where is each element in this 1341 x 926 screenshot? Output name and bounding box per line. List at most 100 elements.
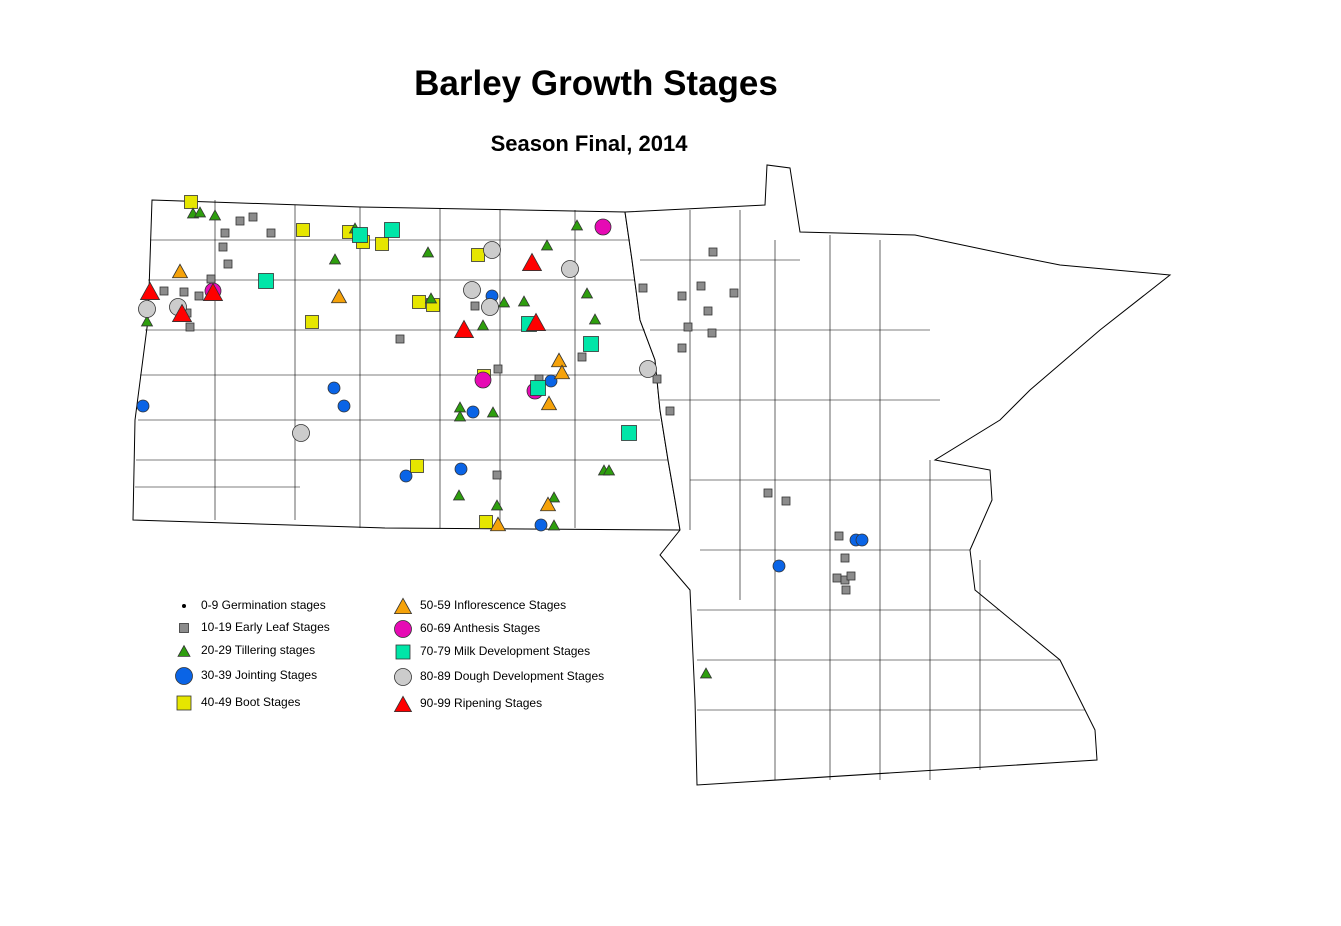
early-leaf-marker [220, 228, 230, 238]
tillering-marker [602, 464, 616, 476]
tillering-marker [476, 319, 490, 331]
ripening-marker [171, 303, 193, 322]
early-leaf-marker [677, 291, 687, 301]
ripening-marker [139, 281, 161, 300]
county-lines [135, 200, 1085, 780]
tillering-marker [699, 667, 713, 679]
early-leaf-marker [707, 328, 717, 338]
early-leaf-marker [665, 406, 675, 416]
early-leaf-marker [223, 259, 233, 269]
legend-jointing-symbol [175, 667, 193, 685]
inflorescence-marker [540, 395, 558, 411]
legend-germination-symbol [182, 604, 186, 608]
jointing-marker [855, 533, 869, 547]
jointing-marker [136, 399, 150, 413]
dough-marker [639, 360, 657, 378]
legend-label-dough: 80-89 Dough Development Stages [420, 669, 605, 683]
tillering-marker [421, 246, 435, 258]
ripening-marker [202, 282, 224, 301]
legend-symbols [175, 597, 413, 713]
tillering-marker [140, 315, 154, 327]
dough-marker [463, 281, 481, 299]
early-leaf-marker [218, 242, 228, 252]
early-leaf-marker [729, 288, 739, 298]
ripening-marker [453, 319, 475, 338]
early-leaf-marker [683, 322, 693, 332]
dough-marker [138, 300, 156, 318]
early-leaf-marker [846, 571, 856, 581]
tillering-marker [453, 410, 467, 422]
dough-marker [483, 241, 501, 259]
legend-label-early-leaf: 10-19 Early Leaf Stages [201, 620, 330, 634]
milk-marker [384, 222, 400, 238]
legend-inflorescence-symbol [393, 597, 413, 615]
early-leaf-marker [708, 247, 718, 257]
legend-milk-symbol [395, 644, 411, 660]
early-leaf-marker [834, 531, 844, 541]
boot-marker [412, 295, 426, 309]
legend-label-tillering: 20-29 Tillering stages [201, 643, 316, 657]
inflorescence-marker [539, 496, 557, 512]
early-leaf-marker [841, 585, 851, 595]
early-leaf-marker [832, 573, 842, 583]
milk-marker [258, 273, 274, 289]
ripening-marker [521, 252, 543, 271]
anthesis-marker [594, 218, 612, 236]
map-title: Barley Growth Stages [414, 64, 778, 103]
early-leaf-marker [763, 488, 773, 498]
legend-label-boot: 40-49 Boot Stages [201, 695, 301, 709]
early-leaf-marker [652, 374, 662, 384]
boot-marker [296, 223, 310, 237]
inflorescence-marker [489, 516, 507, 532]
milk-marker [583, 336, 599, 352]
jointing-marker [466, 405, 480, 419]
tillering-marker [486, 406, 500, 418]
jointing-marker [534, 518, 548, 532]
early-leaf-marker [206, 274, 216, 284]
map-subtitle: Season Final, 2014 [490, 131, 688, 156]
inflorescence-marker [330, 288, 348, 304]
early-leaf-marker [840, 553, 850, 563]
tillering-marker [424, 292, 438, 304]
anthesis-marker [474, 371, 492, 389]
early-leaf-marker [266, 228, 276, 238]
early-leaf-marker [185, 322, 195, 332]
legend-label-jointing: 30-39 Jointing Stages [201, 668, 318, 682]
early-leaf-marker [159, 286, 169, 296]
inflorescence-marker [550, 352, 568, 368]
legend-ripening-symbol [393, 695, 413, 713]
jointing-marker [772, 559, 786, 573]
boot-marker [410, 459, 424, 473]
tillering-marker [580, 287, 594, 299]
jointing-marker [399, 469, 413, 483]
legend-label-milk: 70-79 Milk Development Stages [420, 644, 591, 658]
early-leaf-marker [696, 281, 706, 291]
boot-marker [471, 248, 485, 262]
legend-anthesis-symbol [394, 620, 412, 638]
dough-marker [292, 424, 310, 442]
dough-marker [481, 298, 499, 316]
early-leaf-marker [179, 287, 189, 297]
tillering-marker [490, 499, 504, 511]
early-leaf-marker [493, 364, 503, 374]
tillering-marker [588, 313, 602, 325]
tillering-marker [547, 519, 561, 531]
legend-dough-symbol [394, 668, 412, 686]
jointing-marker [327, 381, 341, 395]
tillering-marker [328, 253, 342, 265]
early-leaf-marker [781, 496, 791, 506]
milk-marker [352, 227, 368, 243]
tillering-marker [452, 489, 466, 501]
boot-marker [479, 515, 493, 529]
boot-marker [305, 315, 319, 329]
early-leaf-marker [638, 283, 648, 293]
minnesota-outline [624, 164, 1172, 786]
tillering-marker [193, 206, 207, 218]
tillering-marker [570, 219, 584, 231]
jointing-marker [454, 462, 468, 476]
legend-label-germination: 0-9 Germination stages [201, 598, 326, 612]
early-leaf-marker [194, 291, 204, 301]
milk-marker [621, 425, 637, 441]
tillering-marker [497, 296, 511, 308]
